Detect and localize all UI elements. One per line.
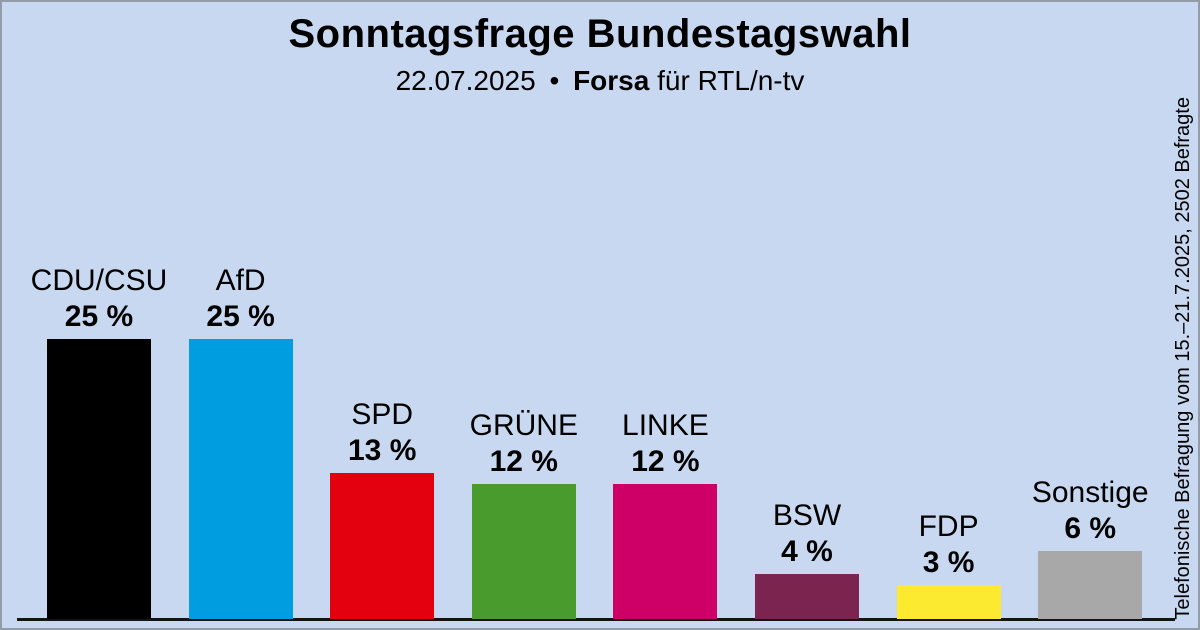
- bar-gruene: [471, 484, 576, 619]
- bar-label-linke: LINKE 12 %: [577, 408, 753, 480]
- subtitle-source: Forsa: [573, 65, 650, 96]
- bar-value-label: 13 %: [347, 433, 417, 467]
- bar-spd: [330, 472, 435, 619]
- x-axis-line: [17, 618, 1175, 621]
- bar-label-cdu-csu: CDU/CSU 25 %: [11, 263, 187, 335]
- chart-title: Sonntagsfrage Bundestagswahl: [288, 12, 912, 56]
- subtitle-separator-dot: •: [549, 65, 560, 96]
- bar-label-bsw: BSW 4 %: [719, 498, 895, 570]
- bar-category-label: GRÜNE: [469, 409, 578, 443]
- bar-afd: [188, 338, 293, 619]
- subtitle-client: für RTL/n-tv: [657, 65, 805, 96]
- bar-label-sonstige: Sonstige 6 %: [1002, 475, 1178, 547]
- bar-category-label: Sonstige: [1031, 476, 1149, 510]
- subtitle-date: 22.07.2025: [395, 65, 536, 96]
- bar-category-label: LINKE: [622, 409, 709, 443]
- bar-category-label: BSW: [772, 498, 842, 532]
- bar-value-label: 12 %: [631, 445, 700, 479]
- bar-category-label: AfD: [215, 263, 266, 297]
- bar-category-label: FDP: [918, 509, 979, 543]
- bar-value-label: 3 %: [922, 545, 975, 579]
- bar-value-label: 4 %: [781, 534, 833, 568]
- bar-linke: [613, 484, 718, 619]
- bar-category-label: CDU/CSU: [30, 263, 168, 297]
- bar-label-spd: SPD 13 %: [294, 397, 470, 469]
- bar-bsw: [755, 573, 859, 619]
- bar-label-fdp: FDP 3 %: [861, 509, 1037, 581]
- bar-value-label: 6 %: [1064, 512, 1117, 546]
- bar-fdp: [896, 584, 1001, 619]
- bar-sonstige: [1038, 551, 1143, 619]
- bar-value-label: 25 %: [64, 299, 134, 333]
- bar-value-label: 12 %: [489, 445, 558, 479]
- chart-subtitle: 22.07.2025 • Forsa für RTL/n-tv: [2, 65, 1198, 97]
- bar-label-gruene: GRÜNE 12 %: [436, 408, 612, 480]
- bar-cdu-csu: [47, 338, 151, 619]
- bar-value-label: 25 %: [206, 299, 275, 333]
- survey-note: Telefonische Befragung vom 15.–21.7.2025…: [1172, 97, 1194, 620]
- bar-category-label: SPD: [351, 397, 414, 431]
- bar-label-afd: AfD 25 %: [153, 263, 329, 335]
